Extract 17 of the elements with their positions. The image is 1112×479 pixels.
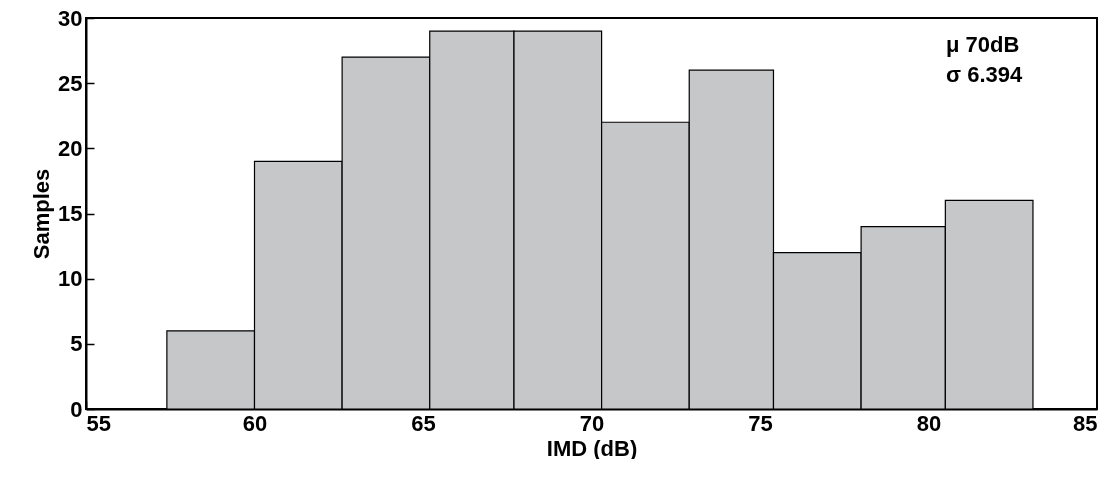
annotation: μ 70dB [946,32,1020,57]
y-tick-label: 20 [58,135,83,161]
y-tick-label: 30 [58,5,83,31]
y-tick-label: 25 [58,70,83,96]
x-tick-label: 55 [86,410,111,436]
y-tick-label: 0 [70,396,83,422]
annotation: σ 6.394 [946,62,1023,87]
y-tick-label: 5 [70,331,83,357]
x-tick-label: 75 [748,410,773,436]
x-tick-label: 60 [242,410,268,436]
y-tick-label: 15 [58,201,83,226]
x-tick-label: 80 [916,410,942,436]
x-tick-label: 70 [579,410,605,436]
y-tick-label: 10 [58,266,83,292]
x-tick-label: 65 [411,410,436,436]
x-tick-label: 85 [1073,410,1098,436]
y-axis-title: Samples [29,168,55,260]
